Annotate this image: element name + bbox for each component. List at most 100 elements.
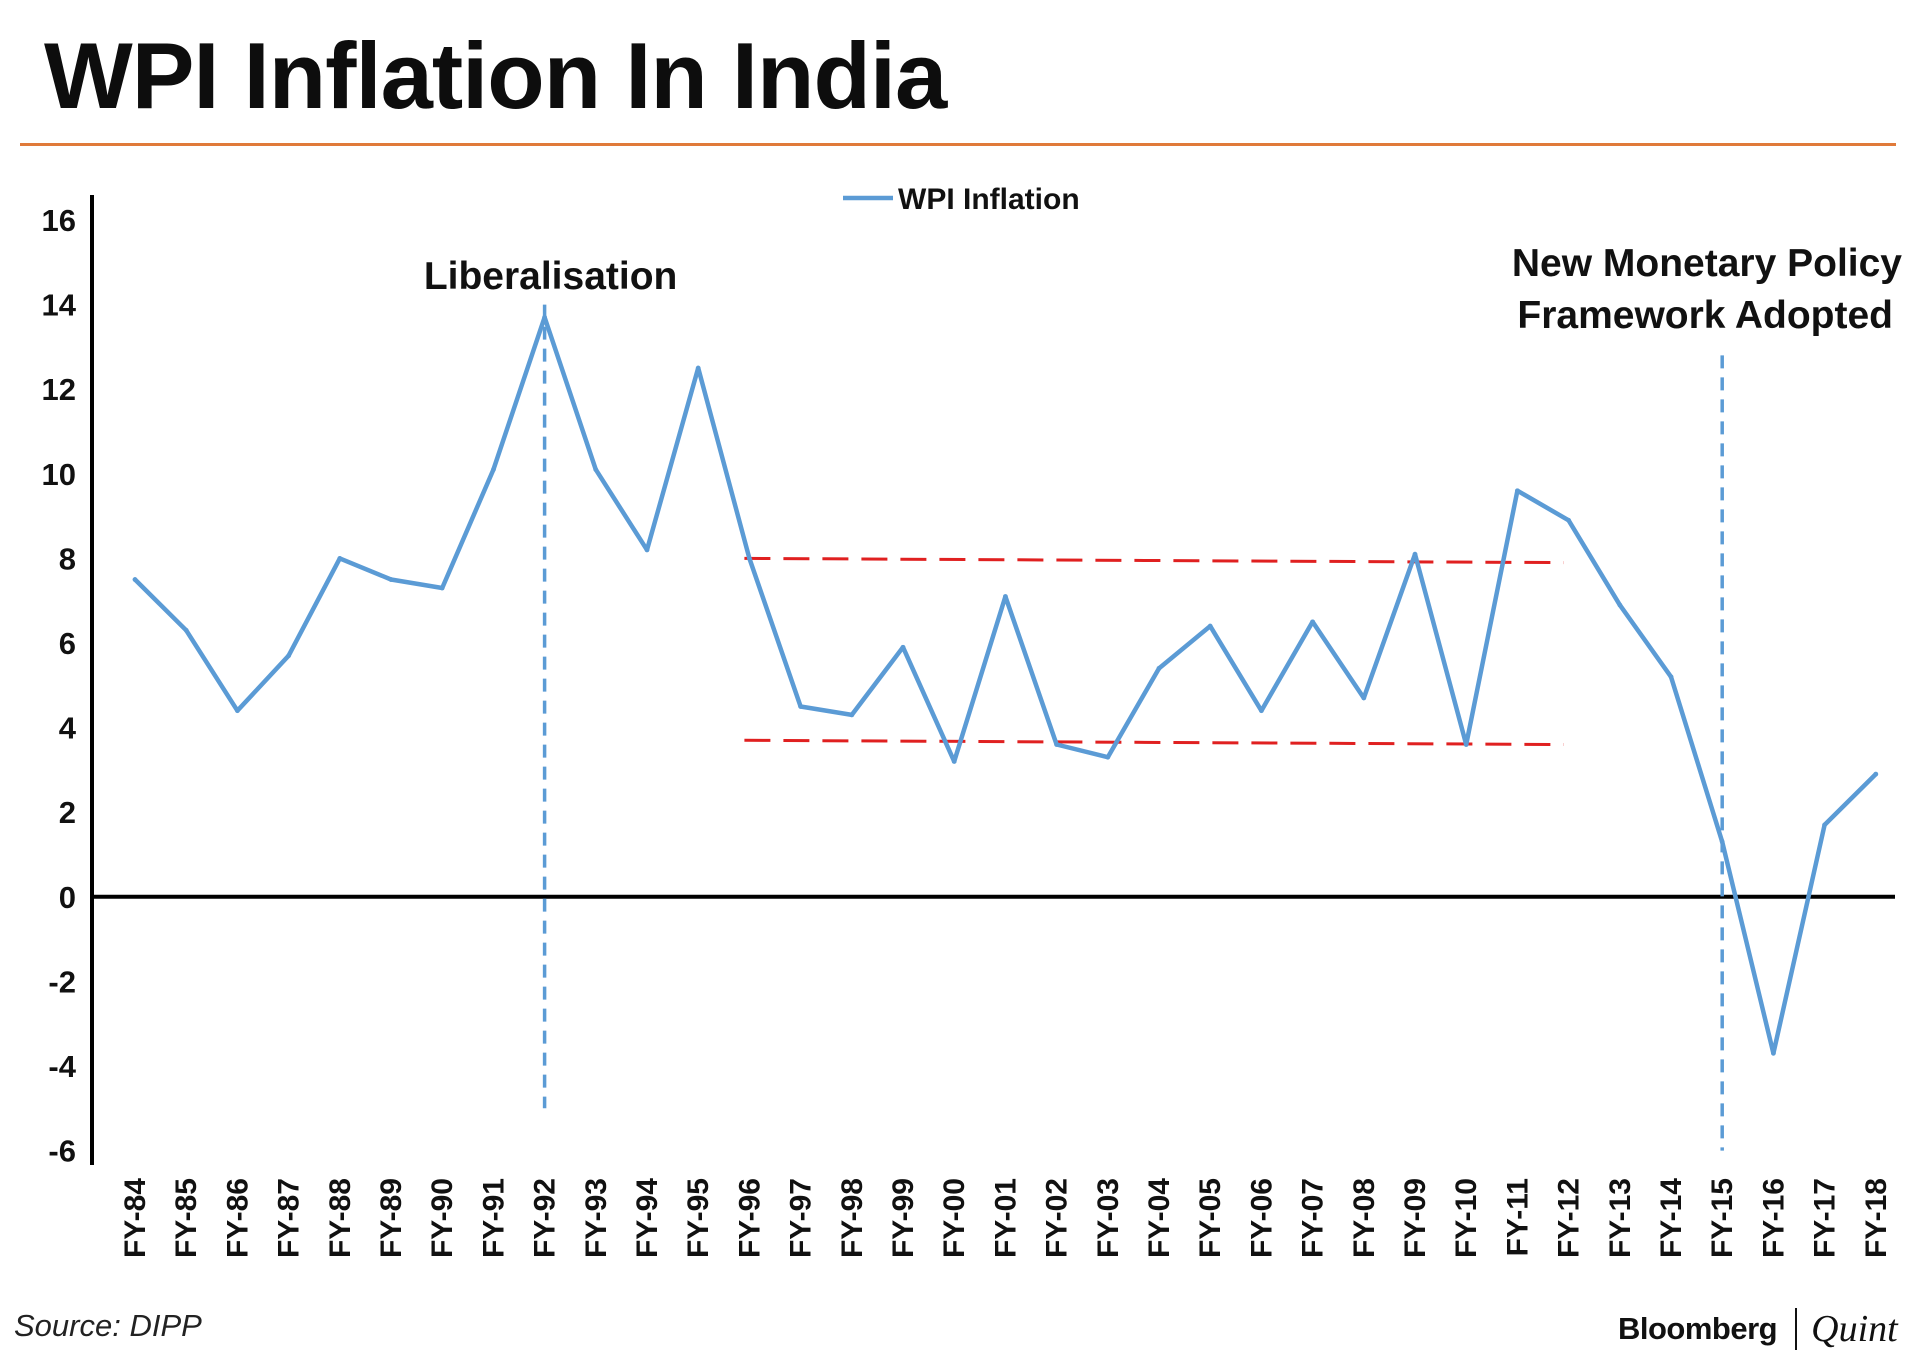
x-tick-label: FY-10 xyxy=(1450,1178,1483,1258)
data-point xyxy=(1003,594,1008,599)
y-tick-label: 8 xyxy=(59,541,76,576)
data-point xyxy=(337,556,343,561)
brand-logo: Bloomberg Quint xyxy=(1618,1305,1898,1353)
x-tick-label: FY-01 xyxy=(989,1178,1022,1258)
lower-band-line xyxy=(744,738,1564,747)
annotation-liberalisation: Liberalisation xyxy=(424,255,678,298)
title-divider xyxy=(20,143,1896,146)
data-point xyxy=(1259,708,1264,714)
x-tick-label: FY-84 xyxy=(119,1178,152,1258)
data-point xyxy=(286,653,291,659)
series-group xyxy=(132,314,1879,1056)
annotations: Liberalisation New Monetary Policy Framewo… xyxy=(424,242,1902,337)
annotation-monetary-policy-line2: Framework Adopted xyxy=(1517,294,1893,337)
legend-label: WPI Inflation xyxy=(898,183,1080,216)
data-point xyxy=(798,704,803,709)
brand-quint: Quint xyxy=(1811,1308,1898,1350)
y-axis-ticks: 16 14 12 10 8 6 4 2 0 -2 -4 -6 xyxy=(42,203,77,1169)
data-point xyxy=(542,314,547,320)
page-title: WPI Inflation In India xyxy=(44,23,947,128)
series-line-wpi-inflation xyxy=(132,315,1879,1056)
x-tick-label: FY-88 xyxy=(324,1178,357,1258)
y-tick-label: 0 xyxy=(59,880,76,915)
data-point xyxy=(644,547,650,553)
x-tick-label: FY-92 xyxy=(529,1178,562,1258)
legend: WPI Inflation xyxy=(843,183,1080,216)
x-tick-label: FY-11 xyxy=(1501,1178,1534,1256)
data-point xyxy=(1566,517,1571,523)
data-point xyxy=(1719,839,1725,845)
x-tick-label: FY-06 xyxy=(1245,1178,1278,1258)
data-point xyxy=(1310,619,1315,625)
x-tick-label: FY-85 xyxy=(170,1178,203,1258)
y-tick-label: 12 xyxy=(42,372,76,407)
x-tick-label: FY-87 xyxy=(273,1178,306,1258)
y-tick-label: 6 xyxy=(59,626,76,661)
data-point xyxy=(593,467,599,472)
data-point xyxy=(747,556,752,561)
data-point xyxy=(439,585,445,591)
x-tick-label: FY-02 xyxy=(1041,1178,1074,1258)
x-tick-label: FY-95 xyxy=(682,1178,715,1258)
x-tick-label: FY-96 xyxy=(733,1178,766,1258)
chart-axes xyxy=(90,195,1895,1165)
data-point xyxy=(183,627,189,633)
x-tick-label: FY-05 xyxy=(1194,1178,1227,1258)
x-tick-label: FY-90 xyxy=(426,1178,459,1258)
y-tick-label: -4 xyxy=(48,1049,76,1084)
data-point xyxy=(235,708,240,714)
x-tick-label: FY-97 xyxy=(785,1178,818,1258)
range-band-lines xyxy=(744,556,1564,747)
y-tick-label: -2 xyxy=(48,964,76,999)
x-tick-label: FY-93 xyxy=(580,1178,613,1258)
data-point xyxy=(1361,695,1367,701)
x-tick-label: FY-17 xyxy=(1809,1178,1842,1258)
data-point xyxy=(1668,674,1674,680)
brand-bloomberg: Bloomberg xyxy=(1618,1311,1778,1346)
x-tick-label: FY-15 xyxy=(1706,1178,1739,1258)
annotation-monetary-policy-line1: New Monetary Policy xyxy=(1512,242,1902,285)
x-tick-label: FY-98 xyxy=(836,1178,869,1258)
data-point xyxy=(1054,742,1059,747)
x-tick-label: FY-91 xyxy=(477,1178,510,1258)
x-tick-label: FY-89 xyxy=(375,1178,408,1258)
y-tick-label: -6 xyxy=(48,1134,76,1169)
data-point xyxy=(1412,551,1418,557)
data-point xyxy=(132,577,138,582)
source-note: Source: DIPP xyxy=(14,1308,202,1343)
y-tick-label: 10 xyxy=(42,457,76,492)
x-tick-label: FY-14 xyxy=(1655,1178,1688,1258)
data-point xyxy=(1463,742,1469,747)
upper-band-line xyxy=(744,556,1564,565)
data-point xyxy=(849,712,855,718)
data-point xyxy=(1207,623,1213,629)
x-tick-label: FY-13 xyxy=(1604,1178,1637,1258)
x-tick-label: FY-00 xyxy=(938,1178,971,1258)
x-tick-label: FY-94 xyxy=(631,1178,664,1258)
event-lines xyxy=(542,304,1724,1151)
line-chart: 16 14 12 10 8 6 4 2 0 -2 -4 -6 FY-84 FY-85 FY-86 FY-87… xyxy=(42,183,1903,1258)
x-tick-label: FY-08 xyxy=(1348,1178,1381,1258)
data-point xyxy=(1617,602,1623,608)
data-point xyxy=(1515,488,1520,494)
y-tick-label: 4 xyxy=(59,711,77,746)
x-tick-label: FY-86 xyxy=(221,1178,254,1258)
x-tick-label: FY-09 xyxy=(1399,1178,1432,1258)
x-tick-label: FY-99 xyxy=(887,1178,920,1258)
data-point xyxy=(491,467,496,472)
y-tick-label: 14 xyxy=(42,288,77,323)
data-point xyxy=(1105,754,1111,760)
data-point xyxy=(951,759,957,764)
data-point xyxy=(1873,771,1879,777)
data-point xyxy=(1771,1050,1776,1056)
x-axis-ticks: FY-84 FY-85 FY-86 FY-87 FY-88 FY-89 FY-90 FY-91… xyxy=(119,1178,1893,1258)
data-point xyxy=(900,644,906,650)
y-tick-label: 16 xyxy=(42,203,76,238)
data-point xyxy=(1822,822,1827,828)
x-tick-label: FY-04 xyxy=(1143,1178,1176,1258)
data-point xyxy=(695,365,701,371)
x-tick-label: FY-18 xyxy=(1860,1178,1893,1258)
brand-divider xyxy=(1795,1308,1798,1350)
data-point xyxy=(388,577,394,582)
y-tick-label: 2 xyxy=(59,795,76,830)
